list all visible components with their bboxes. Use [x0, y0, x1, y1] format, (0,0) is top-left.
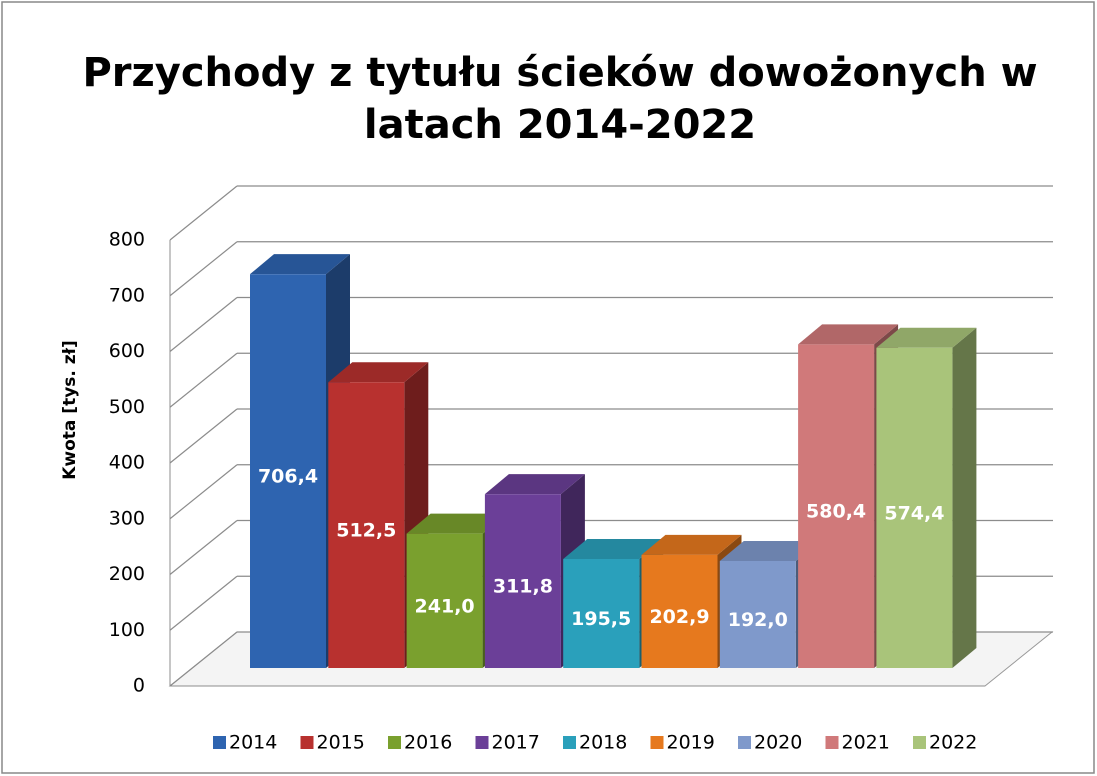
legend-label: 2014 [229, 732, 277, 754]
bar-top [406, 513, 507, 534]
data-label: 195,5 [571, 608, 631, 630]
y-tick-label: 100 [109, 619, 145, 641]
legend-label: 2015 [317, 732, 365, 754]
bar-side [952, 327, 977, 668]
y-tick-label: 500 [109, 396, 145, 418]
legend-label: 2020 [754, 732, 802, 754]
y-tick-label: 600 [109, 340, 145, 362]
legend-swatch [563, 736, 576, 749]
legend-swatch [650, 736, 664, 749]
bar-top [798, 324, 899, 345]
data-label: 706,4 [258, 466, 318, 488]
grid-line-side [169, 631, 238, 687]
y-tick-label: 200 [109, 563, 145, 585]
y-tick-label: 300 [109, 507, 145, 529]
legend-swatch [388, 736, 401, 749]
y-tick-label: 400 [109, 452, 145, 474]
bar [484, 494, 561, 668]
bar-top [876, 327, 977, 348]
bar-top [641, 534, 742, 555]
legend-swatch [300, 736, 314, 749]
legend-swatch [913, 736, 926, 749]
grid-line-side [169, 352, 238, 408]
grid-line-side [169, 241, 238, 297]
grid-line-side [169, 297, 238, 352]
grid-line-side [169, 408, 238, 464]
legend-label: 2021 [842, 732, 890, 754]
bar [250, 274, 326, 668]
data-label: 241,0 [415, 595, 475, 617]
bar-top [484, 474, 585, 495]
y-tick-label: 700 [109, 284, 145, 306]
bar-top [250, 254, 350, 275]
bar [798, 344, 875, 668]
grid-line-side [169, 575, 238, 631]
data-label: 574,4 [884, 502, 944, 524]
legend-swatch [825, 736, 839, 749]
bar-top [563, 539, 664, 560]
legend-swatch [475, 736, 489, 749]
y-tick-label: 0 [133, 675, 145, 697]
bar-top [719, 540, 820, 561]
bar-top [328, 362, 429, 383]
data-label: 192,0 [728, 609, 788, 631]
data-label: 580,4 [806, 501, 866, 523]
bar [406, 533, 483, 668]
grid-line-side [169, 185, 238, 241]
bar [328, 382, 405, 668]
legend-label: 2016 [404, 732, 452, 754]
data-label: 202,9 [649, 606, 709, 628]
y-axis-label: Kwota [tys. zł] [60, 340, 80, 480]
grid-line-side [169, 520, 238, 575]
legend-label: 2017 [492, 732, 540, 754]
data-label: 311,8 [493, 576, 553, 598]
bar [876, 347, 953, 668]
legend-swatch [213, 736, 226, 749]
bar [563, 559, 640, 668]
legend-swatch [738, 736, 751, 749]
bar [719, 560, 796, 668]
bar [641, 554, 718, 668]
legend-label: 2022 [929, 732, 977, 754]
legend-label: 2018 [579, 732, 627, 754]
grid-line-side [169, 464, 238, 520]
y-tick-label: 800 [109, 229, 145, 251]
legend-label: 2019 [667, 732, 715, 754]
data-label: 512,5 [336, 520, 396, 542]
